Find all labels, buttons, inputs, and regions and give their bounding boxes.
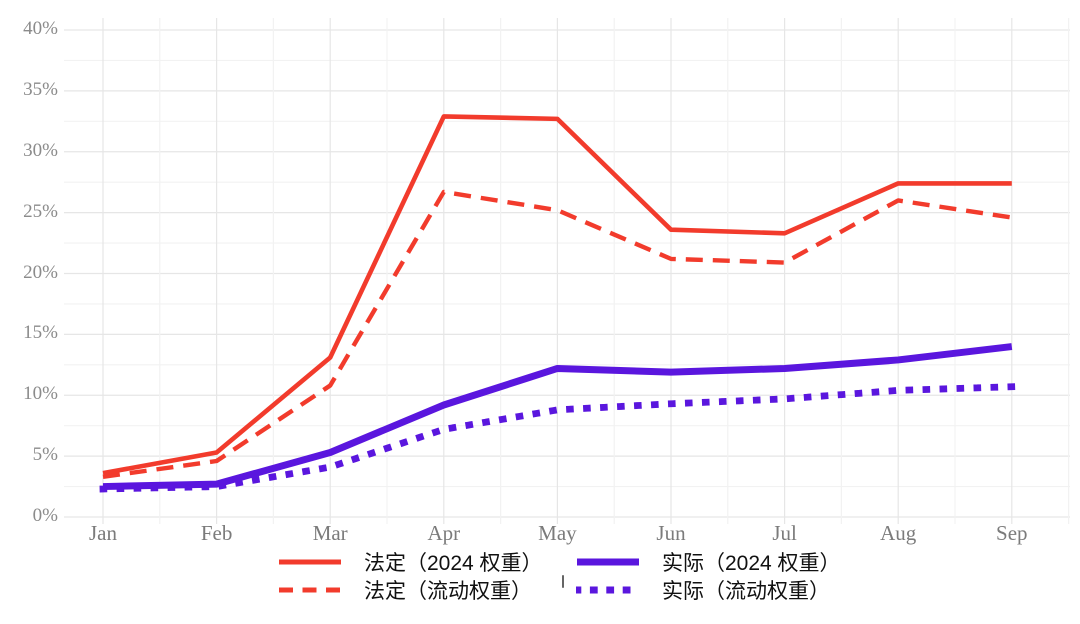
legend-item-actual-2024: 实际（2024 权重）: [576, 548, 841, 576]
y-tick-label: 20%: [23, 261, 58, 283]
legend-swatch-red-dashed-icon: [279, 587, 341, 593]
legend-swatch-purple-solid-icon: [577, 558, 639, 566]
series-line-dotted-3: [99, 383, 1016, 493]
legend-swatch-red-solid-icon: [279, 559, 341, 565]
x-tick-label: Apr: [427, 521, 461, 545]
x-tick-label: May: [538, 521, 577, 545]
y-tick-label: 10%: [23, 383, 58, 405]
y-tick-label: 0%: [32, 505, 58, 526]
legend-label-statutory-floating: 法定（流动权重）: [364, 580, 532, 603]
legend-swatch-purple-dotted-icon: [576, 586, 640, 594]
legend-column-right: 实际（2024 权重） 实际（流动权重）: [576, 548, 841, 604]
y-tick-label: 30%: [23, 139, 58, 161]
legend-label-actual-floating: 实际（流动权重）: [662, 580, 830, 603]
y-tick-label: 25%: [23, 200, 58, 222]
series-line-solid-0: [102, 114, 1012, 476]
y-tick-label: 35%: [23, 78, 58, 100]
legend-column-left: 法定（2024 权重） 法定（流动权重）: [278, 548, 543, 604]
y-tick-label: 5%: [32, 444, 58, 466]
y-tick-label: 40%: [23, 18, 58, 39]
y-tick-label: 15%: [23, 322, 58, 344]
legend-item-statutory-2024: 法定（2024 权重）: [278, 548, 543, 576]
legend-label-statutory-2024: 法定（2024 权重）: [364, 552, 543, 575]
x-tick-label: Mar: [312, 521, 348, 545]
x-tick-label: Jun: [656, 521, 686, 545]
x-tick-label: Aug: [880, 521, 917, 545]
legend-item-statutory-floating: 法定（流动权重）: [278, 576, 543, 604]
series-line-solid-2: [102, 343, 1013, 491]
artifact-mark: [562, 575, 564, 588]
x-tick-label: Jan: [89, 521, 117, 545]
x-tick-label: Jul: [772, 521, 797, 545]
legend-item-actual-floating: 实际（流动权重）: [576, 576, 841, 604]
legend-label-actual-2024: 实际（2024 权重）: [662, 552, 841, 575]
x-tick-label: Sep: [996, 521, 1028, 545]
x-tick-label: Feb: [200, 521, 233, 545]
